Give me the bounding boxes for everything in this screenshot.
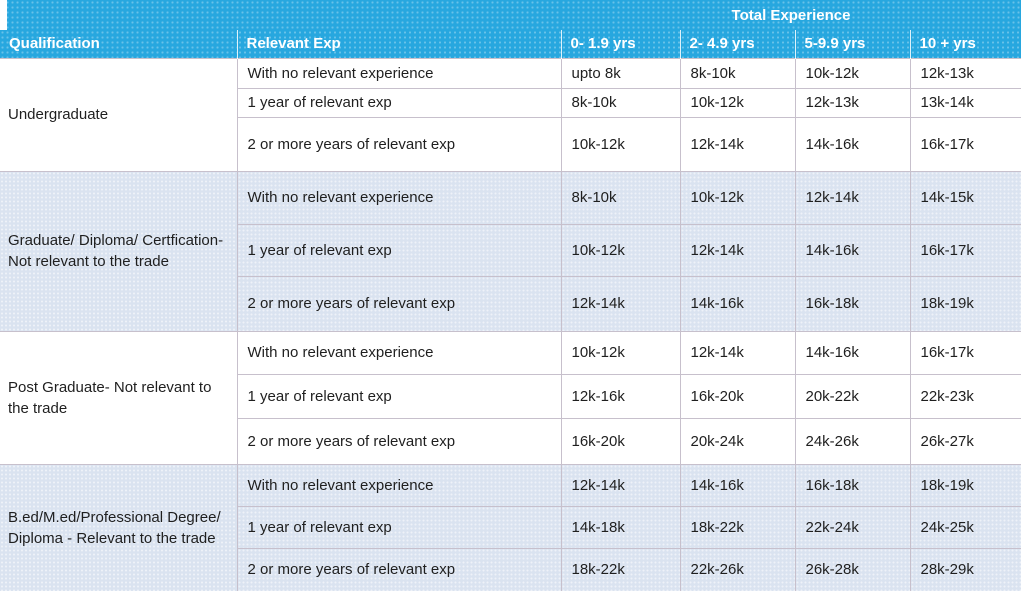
table-row: 2 or more years of relevant exp 16k-20k … [0, 417, 1021, 465]
salary-cell: upto 8k [560, 57, 681, 89]
salary-cell: 20k-24k [679, 417, 796, 465]
relevant-exp-cell: With no relevant experience [236, 57, 562, 89]
col-header-qualification: Qualification [0, 30, 237, 58]
salary-cell: 26k-27k [909, 417, 1021, 465]
salary-cell: 10k-12k [560, 330, 681, 375]
salary-cell: 14k-16k [794, 116, 911, 172]
salary-cell: 12k-14k [794, 170, 911, 225]
salary-cell: 10k-12k [794, 57, 911, 89]
salary-cell: 8k-10k [679, 57, 796, 89]
salary-cell: 14k-16k [794, 330, 911, 375]
salary-cell: 14k-15k [909, 170, 1021, 225]
qualification-graduate-diploma: Graduate/ Diploma/ Certfication- Not rel… [0, 170, 238, 332]
relevant-exp-cell: 1 year of relevant exp [237, 373, 562, 419]
salary-cell: 22k-24k [794, 505, 911, 549]
salary-cell: 16k-18k [794, 275, 911, 332]
salary-cell: 14k-16k [679, 463, 796, 507]
col-header-0-1-9-yrs: 0- 1.9 yrs [560, 30, 680, 58]
table-row: B.ed/M.ed/Professional Degree/ Diploma -… [0, 463, 1021, 591]
table-row: 2 or more years of relevant exp 10k-12k … [0, 116, 1021, 172]
salary-cell: 18k-19k [909, 463, 1021, 507]
qualification-post-graduate: Post Graduate- Not relevant to the trade [0, 330, 238, 465]
qualification-undergraduate: Undergraduate [0, 57, 238, 172]
salary-cell: 12k-13k [909, 57, 1021, 89]
salary-cell: 12k-14k [679, 330, 796, 375]
header-spacer-cell [0, 0, 561, 30]
col-header-5-9-9-yrs: 5-9.9 yrs [794, 30, 910, 58]
table-row: 1 year of relevant exp 12k-16k 16k-20k 2… [0, 373, 1021, 419]
table-header: Total Experience Qualification Relevant … [0, 0, 1021, 58]
salary-cell: 18k-19k [909, 275, 1021, 332]
col-header-2-4-9-yrs: 2- 4.9 yrs [679, 30, 795, 58]
salary-cell: 16k-17k [909, 223, 1021, 277]
table-row: Graduate/ Diploma/ Certfication- Not rel… [0, 170, 1021, 332]
relevant-exp-cell: With no relevant experience [236, 463, 562, 507]
salary-cell: 10k-12k [560, 223, 681, 277]
salary-cell: 22k-26k [679, 547, 796, 591]
salary-cell: 16k-17k [909, 330, 1021, 375]
salary-cell: 14k-16k [794, 223, 911, 277]
salary-cell: 16k-20k [560, 417, 681, 465]
salary-cell: 20k-22k [794, 373, 911, 419]
salary-cell: 16k-20k [679, 373, 796, 419]
relevant-exp-cell: 2 or more years of relevant exp [237, 275, 562, 332]
relevant-exp-cell: 1 year of relevant exp [237, 223, 562, 277]
relevant-exp-cell: 2 or more years of relevant exp [237, 547, 562, 591]
salary-cell: 12k-14k [560, 463, 681, 507]
salary-cell: 12k-14k [679, 223, 796, 277]
salary-cell: 22k-23k [909, 373, 1021, 419]
salary-cell: 14k-18k [560, 505, 681, 549]
top-left-white-notch [0, 0, 7, 30]
salary-cell: 12k-16k [560, 373, 681, 419]
salary-cell: 28k-29k [909, 547, 1021, 591]
salary-cell: 26k-28k [794, 547, 911, 591]
salary-cell: 10k-12k [560, 116, 681, 172]
salary-cell: 8k-10k [560, 87, 681, 118]
salary-cell: 18k-22k [679, 505, 796, 549]
table-row: 1 year of relevant exp 14k-18k 18k-22k 2… [0, 505, 1021, 549]
col-header-10-plus-yrs: 10 + yrs [909, 30, 1021, 58]
header-title-row: Total Experience [0, 0, 1021, 30]
header-columns-row: Qualification Relevant Exp 0- 1.9 yrs 2-… [0, 30, 1021, 58]
salary-cell: 18k-22k [560, 547, 681, 591]
table-row: Post Graduate- Not relevant to the trade… [0, 330, 1021, 465]
table-row: 2 or more years of relevant exp 12k-14k … [0, 275, 1021, 332]
table-row: Undergraduate With no relevant experienc… [0, 57, 1021, 172]
salary-cell: 24k-25k [909, 505, 1021, 549]
total-experience-title: Total Experience [561, 0, 1021, 30]
relevant-exp-cell: 2 or more years of relevant exp [237, 116, 562, 172]
relevant-exp-cell: 1 year of relevant exp [237, 505, 562, 549]
salary-cell: 8k-10k [560, 170, 681, 225]
table-row: 2 or more years of relevant exp 18k-22k … [0, 547, 1021, 591]
salary-cell: 12k-14k [560, 275, 681, 332]
relevant-exp-cell: With no relevant experience [236, 170, 562, 225]
col-header-relevant-exp: Relevant Exp [236, 30, 561, 58]
salary-cell: 12k-13k [794, 87, 911, 118]
salary-cell: 13k-14k [909, 87, 1021, 118]
relevant-exp-cell: 2 or more years of relevant exp [237, 417, 562, 465]
salary-cell: 16k-18k [794, 463, 911, 507]
salary-cell: 16k-17k [909, 116, 1021, 172]
table-body: Undergraduate With no relevant experienc… [0, 57, 1021, 591]
relevant-exp-cell: With no relevant experience [236, 330, 562, 375]
relevant-exp-cell: 1 year of relevant exp [237, 87, 562, 118]
salary-cell: 14k-16k [679, 275, 796, 332]
salary-cell: 10k-12k [679, 170, 796, 225]
qualification-bed-med: B.ed/M.ed/Professional Degree/ Diploma -… [0, 463, 238, 591]
salary-cell: 24k-26k [794, 417, 911, 465]
salary-cell: 10k-12k [679, 87, 796, 118]
salary-cell: 12k-14k [679, 116, 796, 172]
